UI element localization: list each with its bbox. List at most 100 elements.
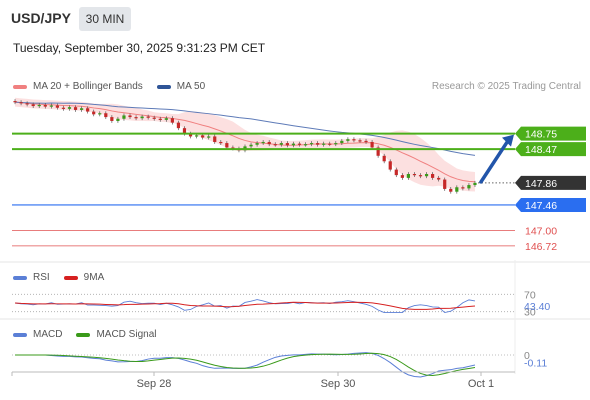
candle-body: [37, 104, 41, 107]
candle-body: [13, 101, 17, 103]
candle-body: [116, 118, 120, 121]
candle-body: [273, 144, 277, 146]
candle-body: [297, 143, 302, 145]
candle-body: [412, 174, 417, 176]
candle-body: [358, 140, 362, 142]
candle-body: [79, 108, 84, 110]
candle-body: [231, 147, 235, 149]
legend-item-9ma: 9MA: [63, 272, 105, 283]
candle-body: [128, 115, 132, 118]
candle-body: [170, 118, 174, 123]
projection-arrow-icon: [479, 138, 510, 184]
level-label-147.00: 147.00: [525, 225, 557, 237]
candle-body: [225, 143, 229, 148]
candle-body: [376, 147, 380, 156]
level-label-148.47: 148.47: [525, 144, 557, 156]
macd-signal-line: [15, 352, 476, 376]
candle-body: [388, 161, 392, 170]
candle-body: [140, 116, 144, 119]
candle-body: [382, 155, 386, 162]
ma20-swatch-icon: [13, 84, 27, 89]
candle-body: [104, 113, 108, 118]
candle-body: [303, 144, 308, 146]
candle-body: [267, 141, 271, 145]
candle-body: [400, 175, 404, 178]
legend-item-macd-signal: MACD Signal: [76, 329, 156, 340]
macd-legend: MACD MACD Signal: [13, 329, 170, 340]
candle-body: [92, 111, 96, 115]
rsi-level-label-30: 30: [524, 307, 536, 319]
candle-body: [370, 141, 374, 148]
candle-body: [255, 143, 259, 145]
macd-signal-swatch-icon: [76, 332, 91, 337]
datetime-label: Tuesday, September 30, 2025 9:31:23 PM C…: [13, 41, 266, 55]
candle-body: [279, 143, 283, 145]
candle-body: [340, 140, 344, 144]
candle-body: [352, 139, 356, 141]
level-tag-147.46: [515, 197, 586, 212]
9ma-swatch-icon: [63, 275, 78, 280]
candle-body: [201, 135, 205, 138]
timeframe-button[interactable]: 30 MIN: [79, 7, 131, 31]
level-tag-148.75: [515, 126, 586, 141]
legend-label-ma50: MA 50: [176, 81, 206, 92]
candle-body: [19, 102, 23, 104]
candle-body: [406, 174, 411, 178]
candle-body: [449, 188, 453, 192]
candle-body: [309, 143, 314, 145]
candle-body: [25, 103, 29, 105]
candle-body: [188, 133, 193, 137]
legend-label-ma20: MA 20 + Bollinger Bands: [33, 81, 143, 92]
candle-body: [134, 117, 138, 119]
candle-body: [164, 118, 168, 120]
candle-body: [61, 107, 66, 109]
x-tick-label: Sep 30: [321, 378, 356, 390]
candle-body: [322, 143, 326, 145]
candle-body: [291, 143, 296, 146]
candle-body: [219, 141, 223, 144]
ma50-line: [15, 101, 476, 156]
rsi-swatch-icon: [13, 275, 27, 280]
x-tick-label: Oct 1: [468, 378, 494, 390]
candle-body: [122, 115, 126, 119]
candle-body: [455, 187, 459, 192]
projection-arrowhead-icon: [502, 134, 514, 147]
candle-body: [98, 113, 102, 115]
candle-body: [249, 144, 253, 147]
candle-body: [158, 118, 162, 120]
candle-body: [55, 105, 59, 108]
level-tag-148.47: [515, 142, 586, 157]
candle-body: [473, 182, 477, 186]
candle-body: [110, 117, 114, 121]
candle-body: [328, 143, 332, 145]
level-tag-147.86: [515, 175, 586, 190]
candle-body: [346, 139, 350, 141]
symbol-title: USD/JPY: [11, 10, 71, 26]
legend-label-macd-signal: MACD Signal: [96, 329, 157, 340]
macd-swatch-icon: [13, 332, 27, 337]
level-label-147.86: 147.86: [525, 178, 557, 190]
legend-item-ma20: MA 20 + Bollinger Bands: [13, 81, 143, 92]
candle-body: [194, 135, 199, 137]
candle-body: [467, 185, 471, 189]
candle-body: [207, 136, 211, 138]
main-legend: MA 20 + Bollinger Bands MA 50: [13, 81, 219, 92]
legend-label-rsi: RSI: [33, 272, 50, 283]
macd-level-label-0: 0: [524, 350, 530, 362]
candle-body: [364, 140, 368, 143]
candle-body: [146, 116, 150, 118]
level-label-147.46: 147.46: [525, 200, 557, 212]
candle-body: [431, 174, 435, 178]
candle-body: [86, 108, 90, 112]
legend-label-9ma: 9MA: [83, 272, 105, 283]
level-label-146.72: 146.72: [525, 241, 557, 253]
candle-body: [316, 143, 320, 145]
x-tick-label: Sep 28: [137, 378, 172, 390]
rsi-9ma-line: [14, 301, 476, 310]
rsi-legend: RSI 9MA: [13, 272, 118, 283]
legend-item-macd: MACD: [13, 329, 62, 340]
macd-last-label: -0.11: [524, 357, 547, 369]
candle-body: [213, 136, 217, 142]
legend-label-macd: MACD: [33, 329, 63, 340]
